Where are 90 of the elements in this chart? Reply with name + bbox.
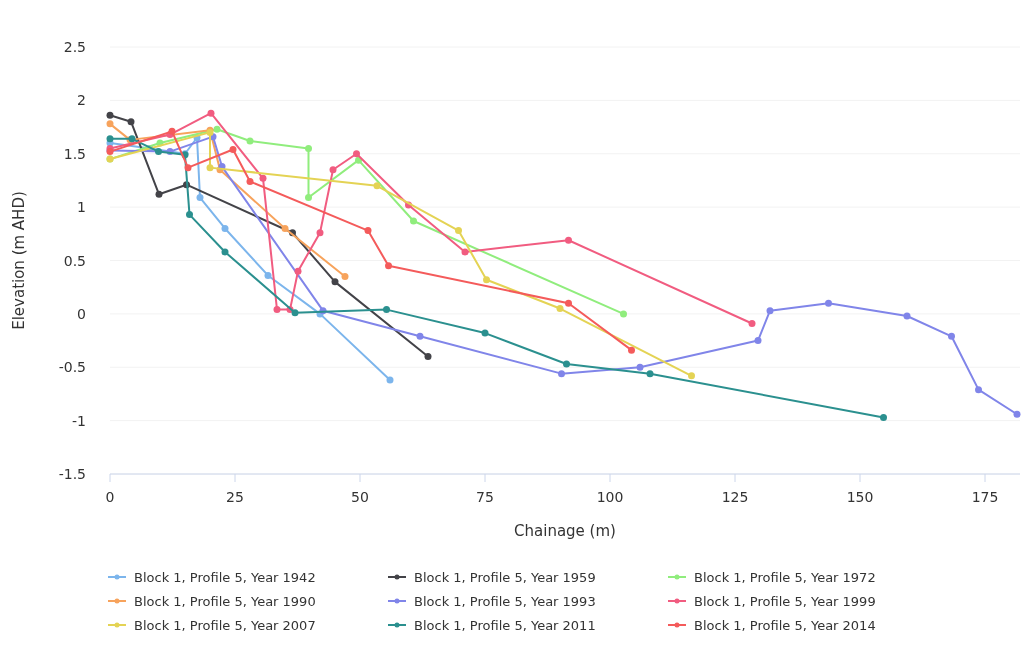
x-tick-label: 125 — [721, 489, 749, 505]
point — [646, 370, 654, 378]
point — [565, 236, 572, 244]
y-tick-label: 0 — [77, 305, 86, 322]
point — [688, 372, 695, 380]
point — [106, 111, 114, 119]
legend-label: Block 1, Profile 5, Year 2011 — [414, 618, 596, 633]
x-tick-label: 150 — [846, 489, 874, 505]
point — [106, 135, 114, 143]
point — [281, 224, 289, 232]
y-tick-label: 2.5 — [63, 39, 86, 55]
y-tick-label: 2 — [77, 92, 86, 109]
point — [221, 224, 229, 232]
point — [316, 229, 324, 237]
y-tick-label: -1.5 — [58, 466, 86, 482]
legend-label: Block 1, Profile 5, Year 1993 — [414, 594, 596, 609]
point — [373, 182, 381, 190]
point — [565, 299, 572, 307]
point — [305, 144, 312, 152]
point — [127, 118, 135, 126]
point — [213, 125, 221, 133]
point — [880, 413, 887, 421]
point — [903, 312, 911, 320]
point — [754, 337, 762, 345]
point — [483, 276, 490, 284]
legend-label: Block 1, Profile 5, Year 1999 — [694, 594, 876, 609]
point — [766, 307, 774, 315]
y-tick-label: -0.5 — [58, 359, 86, 376]
legend-label: Block 1, Profile 5, Year 2014 — [694, 618, 876, 633]
point — [206, 164, 214, 172]
point — [416, 332, 424, 340]
point — [620, 310, 627, 318]
y-tick-label: 1 — [77, 199, 86, 216]
point — [246, 178, 254, 186]
point — [628, 346, 635, 354]
point — [410, 217, 417, 225]
x-tick-label: 100 — [596, 489, 624, 505]
point — [385, 262, 392, 270]
point — [1013, 410, 1021, 418]
point — [481, 329, 489, 337]
point — [353, 150, 360, 158]
point — [155, 148, 162, 156]
legend-label: Block 1, Profile 5, Year 1972 — [694, 570, 876, 585]
point — [424, 353, 432, 361]
x-tick-label: 50 — [351, 489, 369, 505]
legend-label: Block 1, Profile 5, Year 1959 — [414, 570, 596, 585]
point — [825, 299, 832, 307]
point — [636, 363, 644, 371]
point — [461, 248, 469, 256]
point — [563, 360, 570, 368]
point — [229, 145, 237, 153]
x-tick-label: 25 — [226, 489, 244, 505]
point — [207, 109, 215, 117]
point — [341, 273, 349, 281]
point — [556, 305, 564, 313]
point — [221, 248, 229, 256]
point — [273, 306, 281, 314]
x-tick-label: 175 — [971, 489, 999, 505]
y-tick-label: 0.5 — [63, 252, 86, 269]
point — [168, 127, 176, 135]
point — [186, 211, 193, 219]
x-axis-title: Chainage (m) — [514, 522, 616, 540]
legend-label: Block 1, Profile 5, Year 1990 — [134, 594, 316, 609]
point — [196, 194, 204, 202]
point — [975, 386, 982, 394]
point — [748, 319, 756, 327]
y-tick-label: -1 — [72, 412, 86, 429]
x-tick-label: 75 — [476, 489, 494, 505]
y-tick-label: 1.5 — [63, 145, 86, 162]
point — [259, 174, 267, 182]
point — [558, 370, 565, 378]
legend-label: Block 1, Profile 5, Year 1942 — [134, 570, 316, 585]
y-axis-title: Elevation (m AHD) — [10, 191, 28, 330]
point — [948, 332, 955, 340]
point — [106, 120, 114, 128]
point — [305, 194, 312, 202]
legend-label: Block 1, Profile 5, Year 2007 — [134, 618, 316, 633]
point — [264, 271, 272, 279]
x-tick-label: 0 — [105, 489, 115, 505]
point — [364, 227, 372, 235]
point — [246, 137, 254, 145]
point — [184, 164, 192, 172]
point — [383, 306, 390, 314]
point — [329, 166, 337, 174]
point — [294, 267, 302, 275]
point — [291, 309, 299, 317]
point — [386, 376, 394, 384]
point — [155, 190, 163, 198]
point — [455, 227, 462, 235]
point — [331, 278, 339, 286]
